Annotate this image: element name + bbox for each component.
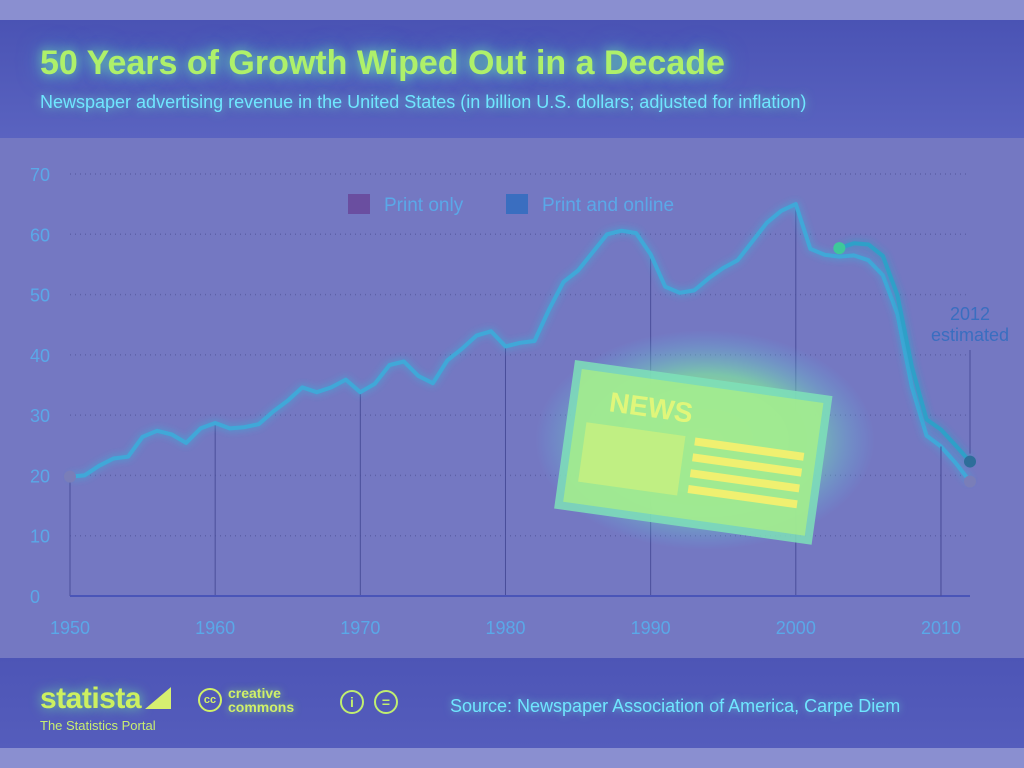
x-tick-label: 1980 — [485, 618, 525, 638]
y-tick-label: 40 — [30, 346, 50, 366]
license-icons: i = — [340, 690, 398, 714]
x-tick-label: 2000 — [776, 618, 816, 638]
statista-mark-icon — [145, 687, 172, 709]
series-end-point — [964, 475, 976, 488]
bottom-frame — [0, 748, 1024, 768]
grid-lines — [70, 173, 970, 537]
annotation-line2: estimated — [931, 325, 1009, 345]
series-line-print-and-online — [838, 241, 972, 463]
y-tick-label: 50 — [30, 286, 50, 306]
source-note: Source: Newspaper Association of America… — [450, 696, 901, 716]
chart-header — [0, 20, 1024, 138]
x-tick-label: 2010 — [921, 618, 961, 638]
y-tick-label: 70 — [30, 165, 50, 185]
series — [64, 202, 976, 488]
chart-title: 50 Years of Growth Wiped Out in a Decade — [40, 44, 725, 82]
y-tick-label: 60 — [30, 225, 50, 245]
legend: Print only Print and online — [348, 194, 674, 216]
newspaper-icon: NEWS — [535, 330, 875, 550]
axes: 0 10 20 30 40 50 60 70 1950 1960 1970 1980 1990 2000 2… — [30, 165, 970, 638]
statista-logo[interactable]: statista — [40, 682, 172, 716]
series-line-print-only — [69, 202, 972, 483]
legend-swatch — [506, 194, 528, 214]
series-end-point — [964, 455, 976, 468]
cc-label-line2: commons — [228, 699, 295, 715]
x-tick-label: 1970 — [340, 618, 380, 638]
y-tick-label: 10 — [30, 527, 50, 547]
y-tick-label: 30 — [30, 406, 50, 426]
x-tick-label: 1990 — [631, 618, 671, 638]
creative-commons-logo[interactable]: cc creative commons — [198, 686, 294, 714]
legend-swatch — [348, 194, 370, 214]
cc-label: creative commons — [228, 686, 294, 714]
series-start-point — [833, 242, 846, 255]
cc-label-line1: creative — [228, 685, 281, 701]
annotation-line1: 2012 — [950, 304, 990, 324]
legend-label: Print only — [384, 195, 464, 216]
x-tick-label: 1950 — [50, 618, 90, 638]
y-tick-label: 20 — [30, 466, 50, 486]
attribution-icon[interactable]: i — [340, 690, 364, 714]
legend-label: Print and online — [542, 195, 674, 216]
brand-tagline: The Statistics Portal — [40, 718, 156, 733]
top-frame — [0, 0, 1024, 20]
series-start-point — [64, 470, 76, 483]
chart-subtitle: Newspaper advertising revenue in the Uni… — [40, 92, 807, 112]
no-derivatives-icon[interactable]: = — [374, 690, 398, 714]
x-tick-label: 1960 — [195, 618, 235, 638]
y-tick-label: 0 — [30, 587, 40, 607]
brand-name: statista — [40, 682, 142, 715]
cc-icon: cc — [198, 688, 222, 712]
